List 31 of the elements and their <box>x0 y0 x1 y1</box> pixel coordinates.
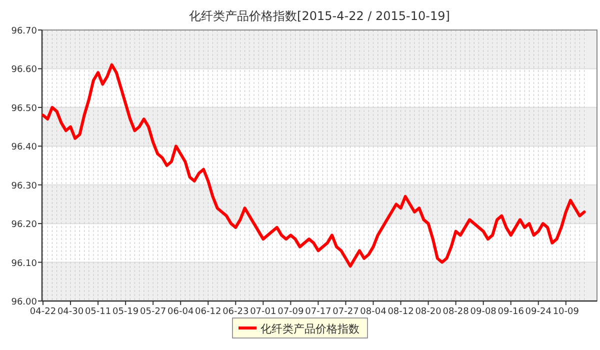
y-tick-label: 96.10 <box>11 258 38 269</box>
x-tick-label: 10-09 <box>552 307 580 317</box>
x-tick-label: 06-12 <box>195 307 222 317</box>
x-tick-label: 04-22 <box>30 307 56 317</box>
x-tick-label: 07-01 <box>250 307 276 317</box>
x-tick-label: 06-23 <box>222 307 249 317</box>
x-tick-label: 08-20 <box>415 307 442 317</box>
y-tick-label: 96.50 <box>11 104 38 114</box>
y-tick-label: 96.30 <box>11 181 38 192</box>
x-tick-label: 06-04 <box>168 307 194 317</box>
x-tick-label: 05-11 <box>84 307 112 317</box>
y-tick-label: 96.70 <box>11 26 38 36</box>
y-tick-label: 96.00 <box>11 298 38 308</box>
y-tick-label: 96.20 <box>11 220 38 230</box>
x-tick-label: 04-30 <box>57 307 84 317</box>
chart-title: 化纤类产品价格指数[2015-4-22 / 2015-10-19] <box>189 9 450 23</box>
x-tick-label: 09-24 <box>525 307 552 317</box>
x-tick-label: 08-12 <box>388 307 414 317</box>
line-series <box>42 63 586 268</box>
x-tick-label: 07-17 <box>305 307 332 317</box>
x-tick-label: 07-09 <box>278 307 304 317</box>
x-tick-label: 05-19 <box>112 307 139 317</box>
x-tick-label: 05-27 <box>140 307 166 317</box>
legend-label: 化纤类产品价格指数 <box>260 322 360 336</box>
x-tick-label: 09-08 <box>470 307 497 317</box>
y-tick-label: 96.60 <box>11 65 38 76</box>
x-tick-label: 07-27 <box>332 307 359 317</box>
y-tick-label: 96.40 <box>11 142 38 153</box>
x-tick-label: 08-04 <box>360 307 387 317</box>
x-tick-label: 08-28 <box>442 307 470 317</box>
x-tick-label: 09-16 <box>498 307 524 317</box>
